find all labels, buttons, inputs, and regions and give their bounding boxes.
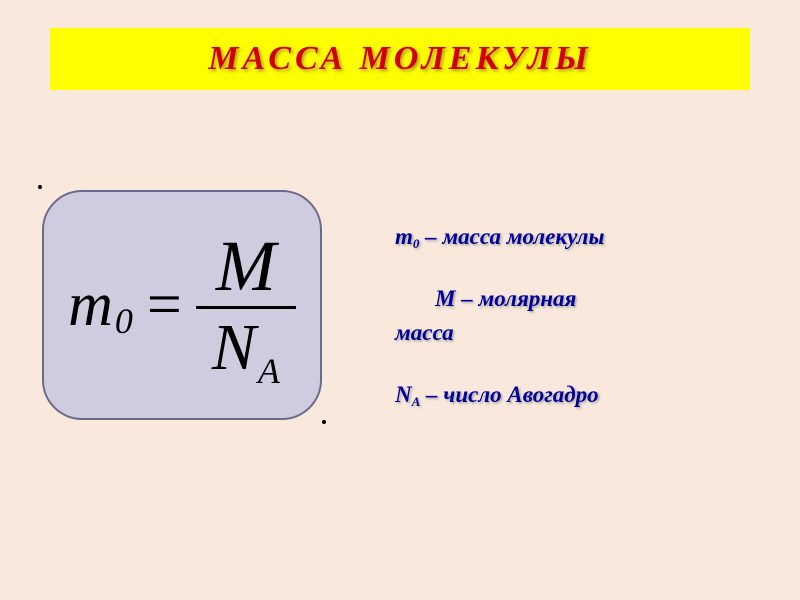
legend-text-1: – масса молекулы <box>419 224 604 249</box>
formula-lhs: m 0 <box>68 270 133 341</box>
legend-line-2a: M – молярная <box>395 284 765 314</box>
formula-var-n: N <box>212 315 256 381</box>
legend-symbol-m0: m0 <box>395 222 419 252</box>
legend-var-M: M <box>435 286 455 311</box>
legend-sub-0: 0 <box>413 236 420 253</box>
legend-symbol-na: NA <box>395 380 420 410</box>
legend-text-2b: масса <box>395 320 454 345</box>
formula-fraction: M N A <box>196 230 296 381</box>
legend-text-2a: – молярная <box>455 286 576 311</box>
legend-text-3: – число Авогадро <box>420 382 598 407</box>
legend-line-2b: масса <box>395 318 765 348</box>
legend-sub-A: A <box>412 394 421 411</box>
formula-box: m 0 = M N A <box>42 190 322 420</box>
slide-title: МАССА МОЛЕКУЛЫ <box>208 40 592 78</box>
formula: m 0 = M N A <box>68 230 296 381</box>
legend-var-m: m <box>395 222 413 252</box>
legend: m0 – масса молекулы M – молярная масса N… <box>395 222 765 442</box>
decorative-dot <box>38 185 42 189</box>
title-banner: МАССА МОЛЕКУЛЫ <box>50 28 750 90</box>
formula-denominator: N A <box>212 309 280 381</box>
formula-var-m: m <box>68 270 113 341</box>
legend-var-N: N <box>395 380 412 410</box>
decorative-dot <box>322 420 326 424</box>
formula-sub-a: A <box>258 350 280 392</box>
formula-equals: = <box>147 270 182 341</box>
legend-line-1: m0 – масса молекулы <box>395 222 765 252</box>
formula-sub-0: 0 <box>115 300 133 342</box>
legend-line-3: NA – число Авогадро <box>395 380 765 410</box>
formula-numerator: M <box>216 230 276 306</box>
